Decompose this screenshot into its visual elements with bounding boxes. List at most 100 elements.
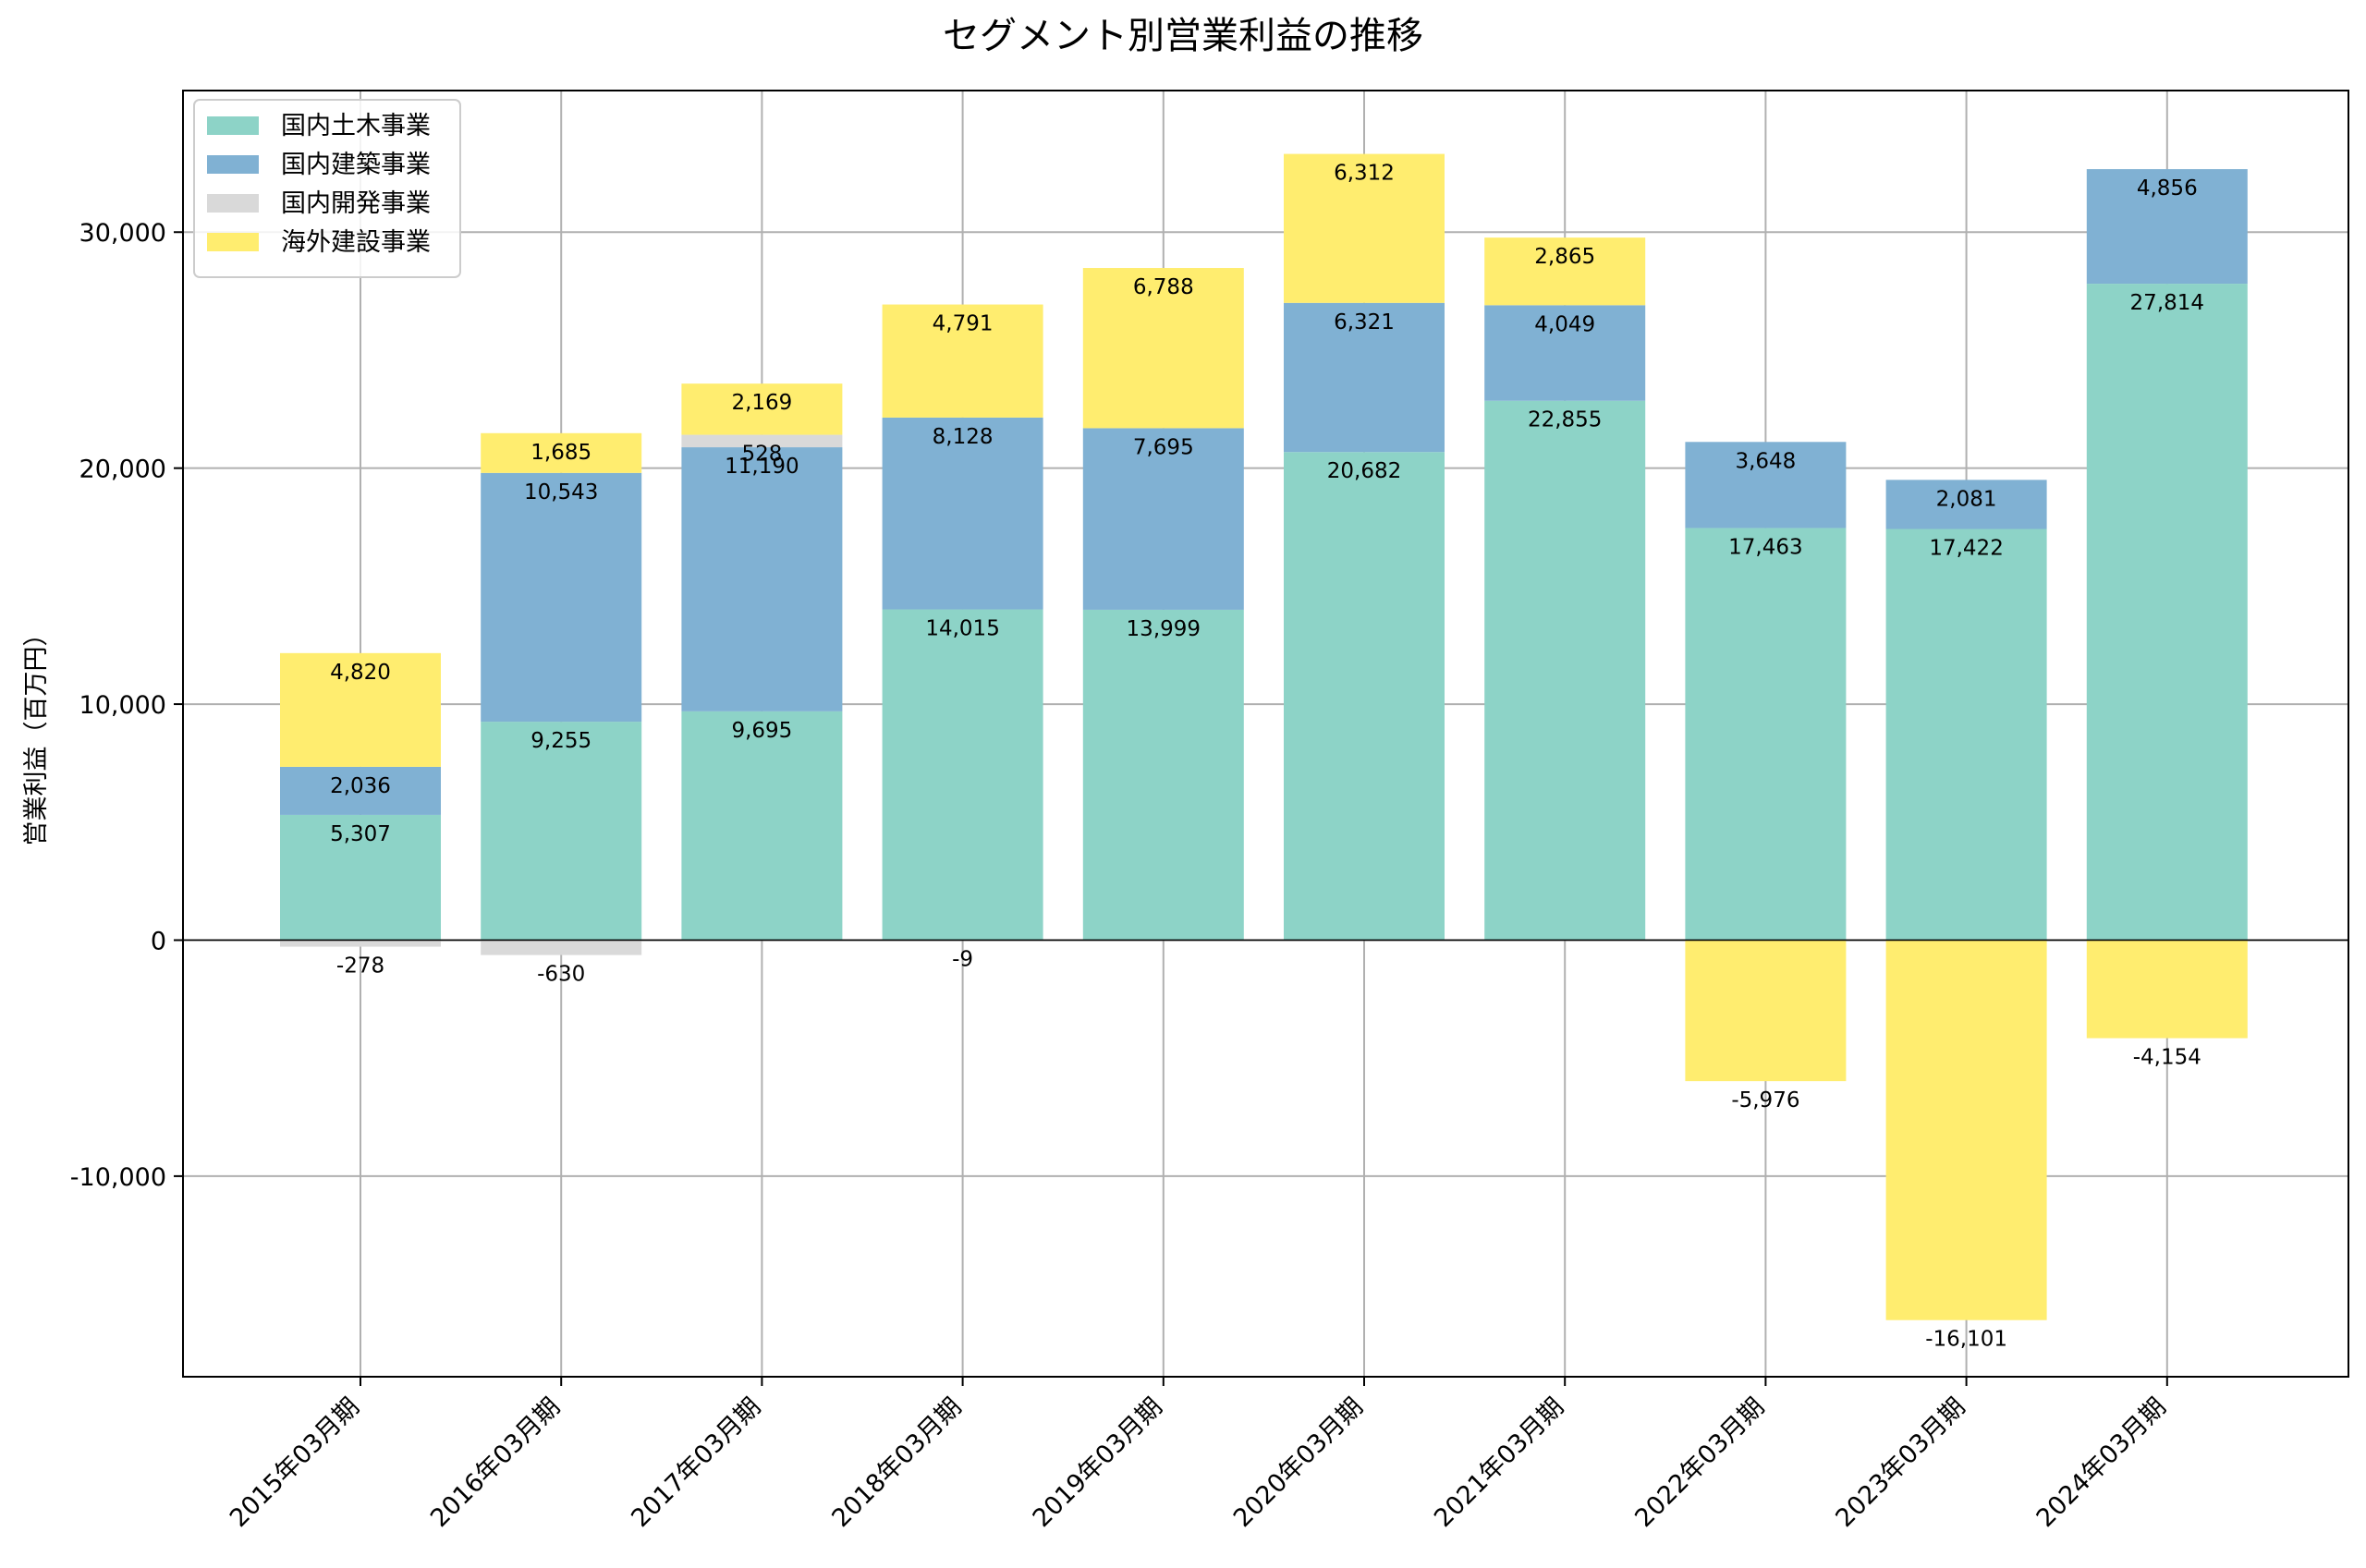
bar-segment xyxy=(481,722,642,941)
y-axis-label: 営業利益（百万円） xyxy=(22,622,51,846)
data-label: 9,695 xyxy=(731,719,792,743)
data-label: 17,463 xyxy=(1728,535,1802,559)
data-label: -4,154 xyxy=(2133,1046,2201,1070)
y-tick-label: 30,000 xyxy=(79,219,166,248)
data-label: 13,999 xyxy=(1127,617,1201,641)
x-tick-label: 2015年03月期 xyxy=(225,1392,365,1533)
bar-segment xyxy=(1284,153,1445,303)
bar-segment xyxy=(681,711,843,941)
data-label: 17,422 xyxy=(1929,537,2003,561)
data-label: 7,695 xyxy=(1133,435,1194,459)
bar-segment xyxy=(1284,452,1445,941)
bar-segment xyxy=(481,472,642,723)
data-label: 2,036 xyxy=(330,774,391,798)
data-label: -278 xyxy=(336,954,384,978)
data-label: 14,015 xyxy=(925,617,999,641)
bar-segment xyxy=(280,652,441,767)
bar-segment xyxy=(1885,480,2047,529)
x-axis: 2015年03月期 2016年03月期 2017年03月期 2018年03月期 2019… xyxy=(225,1377,2172,1533)
data-label: 4,820 xyxy=(330,661,391,685)
data-label: 10,543 xyxy=(524,480,598,504)
bar-segment xyxy=(2086,169,2248,285)
bar-segment xyxy=(1484,400,1646,941)
data-label: 2,865 xyxy=(1534,245,1595,269)
data-label: 2,169 xyxy=(731,391,792,415)
data-label: -16,101 xyxy=(1925,1328,2007,1352)
y-axis: -10,000 0 10,000 20,000 30,000 xyxy=(70,219,183,1192)
legend-label: 国内開発事業 xyxy=(281,189,431,218)
legend-label: 国内建築事業 xyxy=(281,151,431,179)
data-label: 528 xyxy=(741,443,782,467)
x-tick-label: 2022年03月期 xyxy=(1629,1392,1770,1533)
bar-segment xyxy=(280,940,441,947)
bar-segment xyxy=(1082,268,1244,429)
data-label: 2,081 xyxy=(1936,487,1997,511)
bar-segment xyxy=(1082,609,1244,941)
bar-segment xyxy=(882,609,1043,941)
x-tick-label: 2024年03月期 xyxy=(2031,1392,2172,1533)
bar-segment xyxy=(1484,305,1646,401)
x-tick-label: 2018年03月期 xyxy=(826,1392,967,1533)
bar-segment xyxy=(681,383,843,435)
legend-swatch xyxy=(207,155,259,174)
plot-frame xyxy=(182,90,2349,1378)
x-tick-label: 2017年03月期 xyxy=(626,1392,766,1533)
x-tick-label: 2020年03月期 xyxy=(1228,1392,1369,1533)
data-label: 11,190 xyxy=(725,455,799,479)
data-label: 27,814 xyxy=(2130,291,2204,315)
x-tick-label: 2019年03月期 xyxy=(1028,1392,1168,1533)
bar-segment xyxy=(280,814,441,941)
data-label: 4,791 xyxy=(933,312,994,336)
y-tick-label: 10,000 xyxy=(79,691,166,720)
data-label: 3,648 xyxy=(1735,449,1796,473)
data-label: 20,682 xyxy=(1327,459,1401,483)
bar-segment xyxy=(481,940,642,955)
x-tick-label: 2016年03月期 xyxy=(425,1392,566,1533)
data-label: 4,856 xyxy=(2137,176,2198,201)
data-label: 5,307 xyxy=(330,822,391,846)
bar-segment xyxy=(1284,302,1445,453)
data-label: 4,049 xyxy=(1534,312,1595,336)
legend-box xyxy=(193,99,461,278)
bar-segment xyxy=(481,432,642,473)
legend-swatch xyxy=(207,233,259,251)
data-labels: 5,307 2,036 -278 4,820 9,255 10,543 -630 1,685 9… xyxy=(330,162,2204,1352)
bar-segment xyxy=(1685,442,1847,529)
bar-segment xyxy=(1082,428,1244,610)
data-label: 8,128 xyxy=(933,425,994,449)
legend-swatch xyxy=(207,116,259,135)
data-label: 1,685 xyxy=(531,441,592,465)
y-tick-label: 20,000 xyxy=(79,456,166,484)
bar-segment xyxy=(882,304,1043,418)
x-tick-label: 2023年03月期 xyxy=(1830,1392,1970,1533)
bar-segment xyxy=(1885,529,2047,941)
data-label: -630 xyxy=(537,963,585,987)
data-label: 9,255 xyxy=(531,729,592,753)
y-tick-label: 0 xyxy=(151,927,166,955)
bar-segment xyxy=(681,447,843,711)
bar-segment xyxy=(2086,284,2248,941)
bar-segment xyxy=(1685,940,1847,1082)
legend-swatch xyxy=(207,194,259,213)
bar-segment xyxy=(280,766,441,815)
bar-segment xyxy=(1885,940,2047,1320)
bar-segment xyxy=(882,417,1043,610)
bar-segment xyxy=(1484,237,1646,306)
chart-title: セグメント別営業利益の推移 xyxy=(943,15,1423,57)
data-label: 6,312 xyxy=(1334,162,1395,186)
data-label: 22,855 xyxy=(1528,408,1602,432)
legend-label: 海外建設事業 xyxy=(281,228,431,257)
legend-label: 国内土木事業 xyxy=(281,112,431,140)
bar-segment xyxy=(1685,528,1847,941)
bars xyxy=(280,153,2248,1320)
data-label: -5,976 xyxy=(1731,1088,1799,1112)
bar-segment xyxy=(2086,940,2248,1039)
data-label: -9 xyxy=(952,948,973,972)
data-label: 6,321 xyxy=(1334,310,1395,334)
y-tick-label: -10,000 xyxy=(70,1163,166,1192)
bar-segment xyxy=(681,434,843,448)
data-label: 6,788 xyxy=(1133,275,1194,299)
